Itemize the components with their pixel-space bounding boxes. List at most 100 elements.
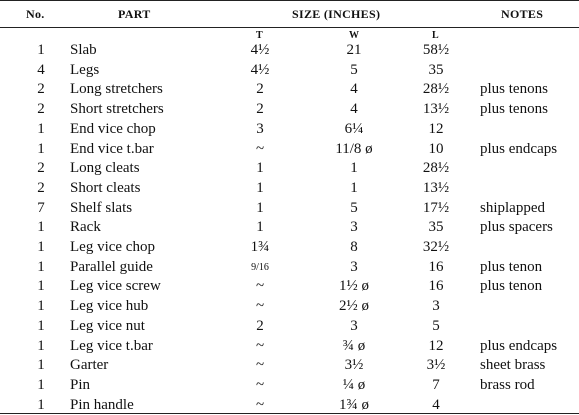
subheader-thickness: T <box>256 30 263 41</box>
cell-quantity: 1 <box>37 258 45 275</box>
cell-width: 5 <box>350 199 358 216</box>
table-row: 2 Short cleats 1 1 13½ <box>0 179 579 198</box>
cell-width: 8 <box>350 239 358 255</box>
cell-thickness: ~ <box>255 278 265 295</box>
subheader-width: W <box>349 30 359 41</box>
cell-length: 28½ <box>422 160 450 177</box>
cell-quantity: 1 <box>37 239 45 255</box>
cell-notes: plus tenons <box>480 81 548 98</box>
cell-notes: plus tenons <box>480 101 548 118</box>
table-row: 1 Garter ~3½ 3½ sheet brass <box>0 356 579 375</box>
cell-quantity: 2 <box>37 179 45 196</box>
cell-quantity: 1 <box>37 337 45 354</box>
cell-part: Slab <box>70 42 97 58</box>
cell-length: 5 <box>432 317 440 334</box>
table-row: 7 Shelf slats 1 5 17½ shiplapped <box>0 199 579 218</box>
cell-width: 11/8 ø <box>335 140 373 157</box>
cell-width: 3½ <box>344 357 364 374</box>
table-row: 2 Long cleats 1 1 28½ <box>0 159 579 178</box>
top-rule <box>0 0 579 1</box>
table-row: 1 Leg vice screw ~1½ ø 16 plus tenon <box>0 277 579 296</box>
cell-quantity: 1 <box>37 317 45 334</box>
cell-width: 3 <box>350 258 358 275</box>
cell-width: 4 <box>350 101 358 118</box>
table-row: 1 Leg vice nut 2 3 5 <box>0 317 579 336</box>
cell-thickness: 9/16 <box>251 261 269 273</box>
cell-quantity: 1 <box>37 219 45 236</box>
cell-part: End vice chop <box>70 120 156 137</box>
table-row: 1 End vice t.bar ~11/8 ø 10 plus endcaps <box>0 140 579 159</box>
cell-thickness: 2 <box>256 81 264 98</box>
cell-part: Garter <box>70 357 109 374</box>
cell-quantity: 1 <box>37 357 45 374</box>
cell-thickness: 1 <box>256 179 264 196</box>
cell-length: 13½ <box>422 179 450 196</box>
cell-part: Leg vice screw <box>70 278 161 295</box>
cell-length: 10 <box>428 140 444 157</box>
cell-length: 58½ <box>422 42 450 58</box>
cell-thickness: 4½ <box>250 61 270 78</box>
cell-quantity: 1 <box>37 376 45 393</box>
cell-quantity: 2 <box>37 101 45 118</box>
cell-width: 1¾ ø <box>339 396 369 413</box>
cell-width: 6¼ <box>344 120 364 137</box>
table-row: 2 Short stretchers 2 4 13½ plus tenons <box>0 100 579 119</box>
header-size: SIZE (INCHES) <box>292 7 381 21</box>
cell-quantity: 1 <box>37 120 45 137</box>
header-rule <box>0 27 579 28</box>
cell-quantity: 2 <box>37 81 45 98</box>
cell-thickness: ~ <box>255 337 265 354</box>
cell-quantity: 1 <box>37 396 45 413</box>
cell-part: Shelf slats <box>70 199 133 216</box>
cell-length: 3½ <box>426 357 446 374</box>
cell-width: 1½ ø <box>339 278 369 295</box>
cell-part: Pin handle <box>70 396 134 413</box>
cell-length: 12 <box>428 120 444 137</box>
cell-part: Leg vice t.bar <box>70 337 153 354</box>
cell-thickness: 2 <box>256 101 264 118</box>
table-row: 1 Leg vice t.bar ~ ¾ ø 12 plus endcaps <box>0 337 579 356</box>
cell-part: Parallel guide <box>70 258 153 275</box>
cell-quantity: 1 <box>37 42 45 58</box>
cell-part: Legs <box>70 61 100 78</box>
cell-width: 21 <box>346 42 362 58</box>
cell-notes: plus tenon <box>480 258 543 275</box>
cell-part: Short cleats <box>70 179 141 196</box>
cell-length: 35 <box>428 61 444 78</box>
cell-notes: sheet brass <box>480 357 546 374</box>
cell-notes: plus endcaps <box>480 337 558 354</box>
cell-width: 3 <box>350 219 358 236</box>
cell-length: 32½ <box>422 239 450 255</box>
cell-notes: brass rod <box>480 376 535 393</box>
cell-notes: plus tenon <box>480 278 543 295</box>
cell-part: Rack <box>70 219 101 236</box>
subheader-length: L <box>432 30 439 41</box>
cell-length: 16 <box>428 258 444 275</box>
cell-length: 17½ <box>422 199 450 216</box>
table-row: 1 Leg vice hub ~2½ ø 3 <box>0 297 579 316</box>
cell-thickness: 1 <box>256 160 264 177</box>
cell-quantity: 7 <box>37 199 45 216</box>
cell-thickness: ~ <box>255 140 265 157</box>
cell-length: 4 <box>432 396 440 413</box>
cell-notes: shiplapped <box>480 199 545 216</box>
cell-length: 35 <box>428 219 444 236</box>
cell-thickness: 1 <box>256 199 264 216</box>
cell-width: ¼ ø <box>342 376 366 393</box>
cell-quantity: 2 <box>37 160 45 177</box>
cell-thickness: 3 <box>256 120 264 137</box>
cell-quantity: 1 <box>37 298 45 315</box>
table-row: 1 Pin handle ~1¾ ø 4 <box>0 396 579 415</box>
cell-part: Leg vice hub <box>70 298 149 315</box>
cell-part: Long cleats <box>70 160 140 177</box>
cell-length: 16 <box>428 278 444 295</box>
cell-thickness: 4½ <box>250 42 270 58</box>
table-row: 1 Pin ~ ¼ ø 7 brass rod <box>0 376 579 395</box>
cell-quantity: 1 <box>37 140 45 157</box>
cell-thickness: 1¾ <box>250 239 270 255</box>
cell-width: 4 <box>350 81 358 98</box>
table-row: 1 Slab 4½ 21 58½ <box>0 41 579 60</box>
table-row: 4 Legs 4½ 5 35 <box>0 61 579 80</box>
cell-thickness: ~ <box>255 298 265 315</box>
